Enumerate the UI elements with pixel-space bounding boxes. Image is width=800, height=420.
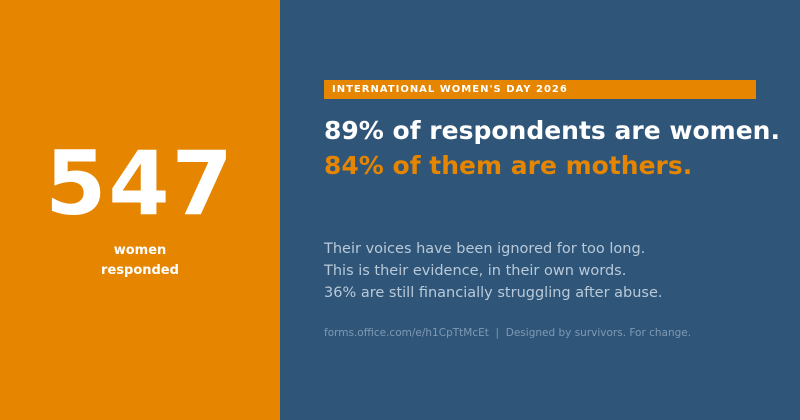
body-line-2: This is their evidence, in their own wor… (324, 263, 627, 279)
headline-primary: 89% of respondents are women. (324, 116, 780, 145)
headline: 89% of respondents are women. 84% of the… (324, 113, 784, 183)
body-line-3: 36% are still financially struggling aft… (324, 285, 663, 301)
stat-panel: 547 women responded (0, 0, 280, 420)
body-line-1: Their voices have been ignored for too l… (324, 241, 646, 257)
message-panel: INTERNATIONAL WOMEN'S DAY 2026 89% of re… (280, 0, 800, 420)
footer-tagline: Designed by survivors. For change. (505, 327, 692, 339)
body-text: Their voices have been ignored for too l… (324, 238, 784, 304)
caption-line-1: women (113, 243, 167, 258)
footer: forms.office.com/e/h1CpTtMcEt | Designed… (324, 326, 784, 340)
headline-accent: 84% of them are mothers. (324, 151, 693, 180)
footer-separator: | (495, 327, 500, 339)
respondent-count: 547 (45, 132, 235, 235)
respondent-count-caption: women responded (0, 241, 280, 281)
survey-link[interactable]: forms.office.com/e/h1CpTtMcEt (324, 327, 489, 339)
event-banner: INTERNATIONAL WOMEN'S DAY 2026 (324, 80, 756, 99)
caption-line-2: responded (101, 263, 179, 278)
